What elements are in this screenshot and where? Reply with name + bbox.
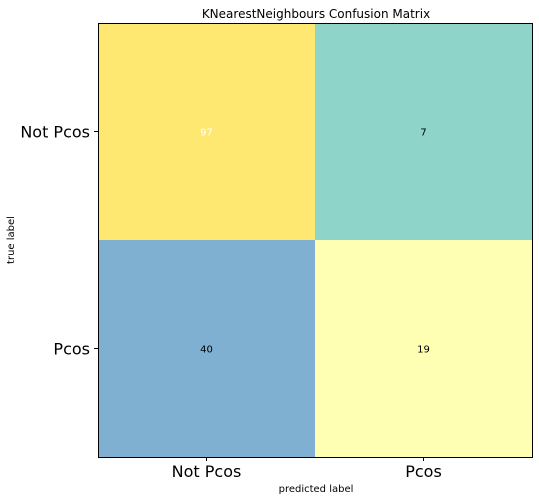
heatmap-cell-1-1 [315,240,532,457]
plot-frame [98,23,533,458]
cell-value-label-0-1: 7 [420,128,426,139]
heatmap-cell-0-1 [315,23,532,240]
cell-value-label-1-0: 40 [200,345,213,356]
axis-ticks: Not Pcos Pcos Not Pcos Pcos [20,123,441,482]
cell-value-label-1-1: 19 [417,345,430,356]
y-tick-label-1: Pcos [53,340,90,359]
cell-value-label-0-0: 97 [200,128,213,139]
heatmap-cells: 97 7 40 19 [98,23,532,457]
y-axis-label: true label [6,216,17,264]
x-tick-label-1: Pcos [405,462,442,481]
heatmap-cell-0-0 [98,23,315,240]
y-tick-label-0: Not Pcos [20,123,90,142]
x-tick-label-0: Not Pcos [172,462,242,481]
chart-title: KNearestNeighbours Confusion Matrix [202,7,430,21]
heatmap-cell-1-0 [98,240,315,457]
x-axis-label: predicted label [279,484,354,495]
